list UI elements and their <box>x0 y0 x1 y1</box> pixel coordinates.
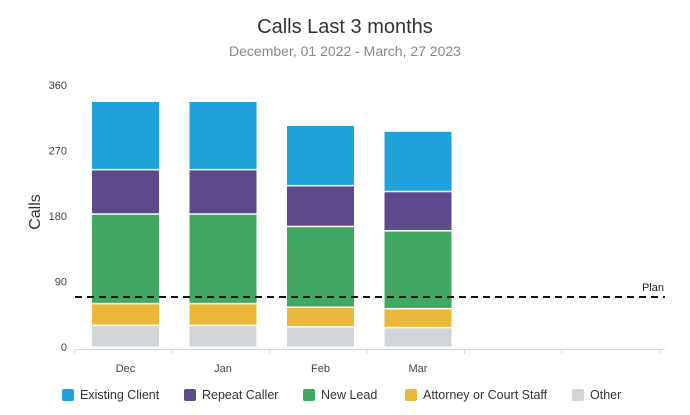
legend: Existing Client Repeat Caller New Lead Atto… <box>0 388 690 408</box>
legend-label: Other <box>590 388 622 402</box>
x-tick-label: Feb <box>311 363 330 375</box>
legend-item-existing-client[interactable]: Existing Client <box>62 388 159 402</box>
bar-segment-existing-client <box>287 126 354 185</box>
legend-item-other[interactable]: Other <box>572 388 621 402</box>
y-tick-label: 360 <box>49 80 67 92</box>
bar-segment-new-lead <box>287 227 354 307</box>
y-axis-title: Calls <box>27 194 44 230</box>
legend-label: New Lead <box>321 388 378 402</box>
legend-swatch <box>62 389 74 401</box>
bar-segment-existing-client <box>189 102 257 169</box>
bar-segment-attorney-or-court-staff <box>384 309 452 327</box>
legend-swatch <box>303 389 315 401</box>
legend-label: Existing Client <box>80 388 160 402</box>
legend-label: Repeat Caller <box>202 388 279 402</box>
legend-item-repeat-caller[interactable]: Repeat Caller <box>184 388 278 402</box>
plan-label: Plan <box>642 282 664 294</box>
bar-segment-existing-client <box>92 102 159 169</box>
bar-segment-new-lead <box>189 214 257 303</box>
bar-segment-other <box>287 327 354 347</box>
bar-segment-other <box>189 326 257 347</box>
x-tick-label: Mar <box>409 363 428 375</box>
y-tick-label: 90 <box>55 277 67 289</box>
bar-segment-attorney-or-court-staff <box>287 307 354 327</box>
x-tick-label: Dec <box>116 363 136 375</box>
y-tick-label: 180 <box>49 211 67 223</box>
bar-segment-new-lead <box>92 214 159 303</box>
bar-segment-repeat-caller <box>92 170 159 214</box>
bar-segment-repeat-caller <box>189 170 257 214</box>
bar-segment-attorney-or-court-staff <box>92 304 159 325</box>
bar-segment-existing-client <box>384 131 452 191</box>
chart-title: Calls Last 3 months <box>257 16 433 38</box>
legend-item-new-lead[interactable]: New Lead <box>303 388 377 402</box>
x-tick-label: Jan <box>214 363 232 375</box>
y-tick-label: 0 <box>61 342 67 354</box>
bar-segment-repeat-caller <box>384 192 452 231</box>
legend-swatch <box>184 389 196 401</box>
legend-item-attorney-or-court-staff[interactable]: Attorney or Court Staff <box>405 388 547 402</box>
legend-swatch <box>405 389 417 401</box>
legend-label: Attorney or Court Staff <box>423 388 548 402</box>
bar-segment-other <box>384 328 452 347</box>
bar-segment-repeat-caller <box>287 186 354 226</box>
legend-swatch <box>572 389 584 401</box>
bar-segment-new-lead <box>384 231 452 308</box>
bar-segment-other <box>92 326 159 347</box>
y-tick-label: 270 <box>49 146 67 158</box>
chart-subtitle: December, 01 2022 - March, 27 2023 <box>229 43 461 59</box>
bar-segment-attorney-or-court-staff <box>189 304 257 325</box>
